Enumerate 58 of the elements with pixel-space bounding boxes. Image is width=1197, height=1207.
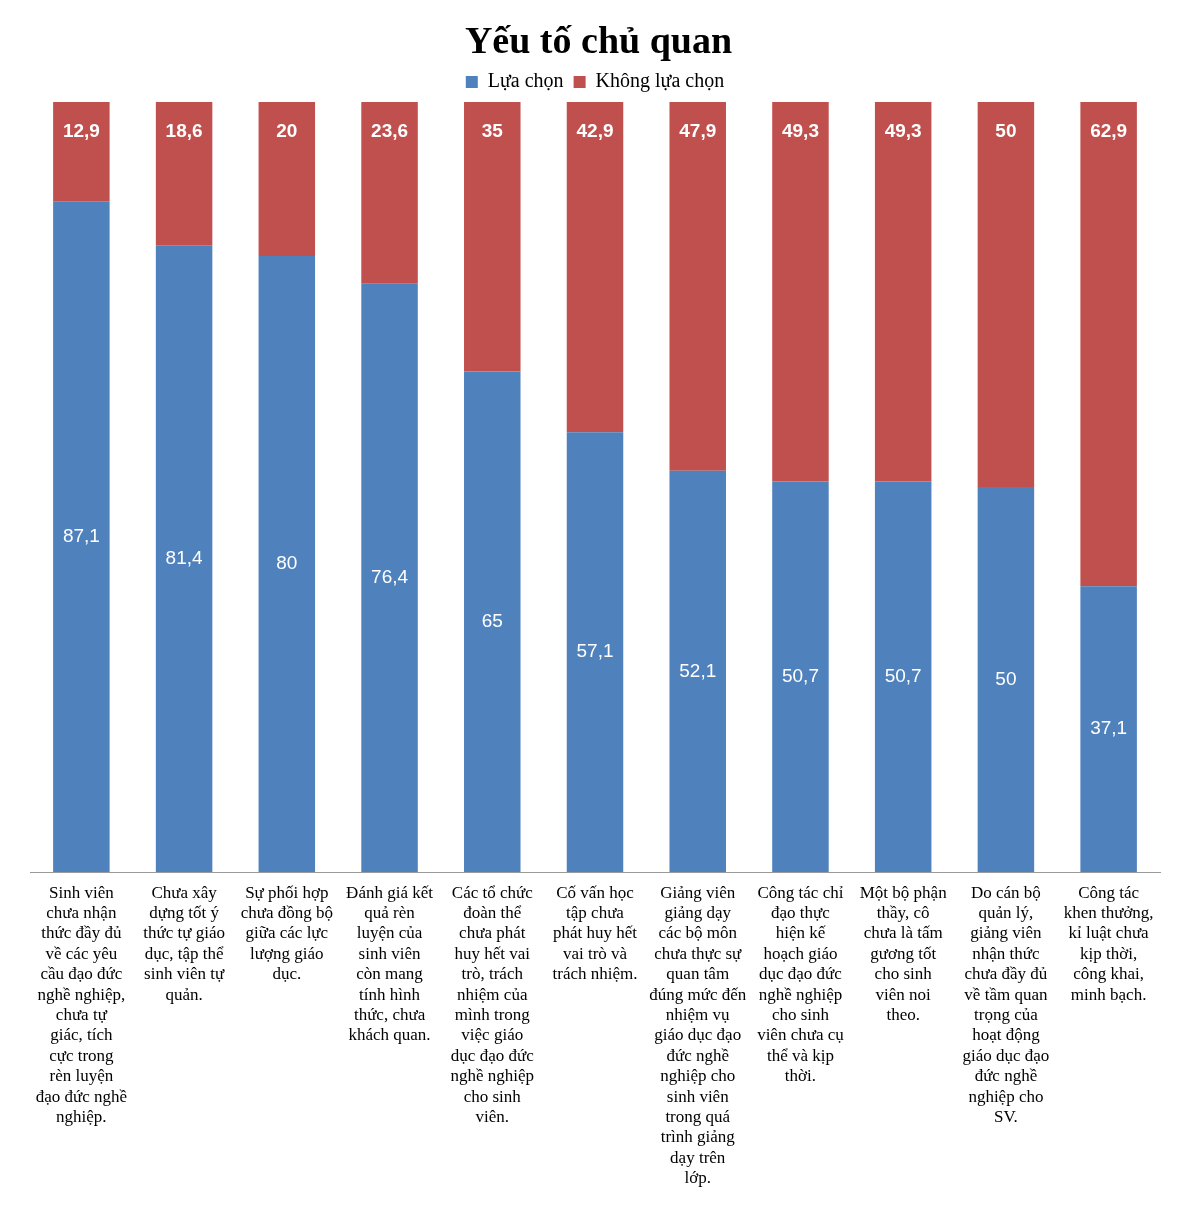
data-label: 49,3 <box>781 120 819 142</box>
bar <box>258 102 316 256</box>
legend-label: Lựa chọn <box>487 69 564 92</box>
bar <box>977 487 1035 872</box>
data-label: 12,9 <box>62 120 100 142</box>
x-tick-label: Một bộ phận thầy, cô chưa là tấm gương tốt cho sinh viên noi theo. <box>859 882 948 1025</box>
x-tick-label: Sự phối hợp chưa đồng bộ giữa các lực lượng giáo dục. <box>240 882 333 984</box>
bar <box>53 201 110 872</box>
data-label: 57,1 <box>576 640 614 662</box>
chart-title: Yếu tố chủ quan <box>463 18 734 62</box>
data-label: 50,7 <box>781 665 819 687</box>
data-label: 80 <box>276 552 298 574</box>
data-label: 20 <box>276 120 298 142</box>
bar <box>361 283 418 872</box>
bar <box>772 481 829 872</box>
data-label: 76,4 <box>371 566 409 588</box>
data-label: 65 <box>481 609 503 631</box>
bar <box>53 102 110 202</box>
data-label: 50 <box>995 667 1017 689</box>
data-label: 18,6 <box>165 120 203 142</box>
data-label: 37,1 <box>1090 717 1128 739</box>
bar <box>874 481 932 872</box>
data-label: 47,9 <box>679 120 717 142</box>
bar <box>566 102 624 433</box>
bar <box>361 102 418 284</box>
category-label: Sinh viên chưa nhận thức đầy đủ về các yêu cầu đạo đức nghề nghiệp, chưa tự giác, tích cực trong rèn luyện đạo đức nghề nghiệp. <box>35 882 128 1127</box>
x-tick-label: Chưa xây dựng tốt ý thức tự giáo dục, tập thể sinh viên tự quản. <box>143 882 225 1004</box>
bar <box>874 102 932 482</box>
data-label: 81,4 <box>165 546 204 568</box>
data-label: 35 <box>481 120 504 142</box>
data-label: 52,1 <box>679 659 717 681</box>
bar <box>155 245 213 872</box>
x-tick-label: Công tác khen thưởng, kỉ luật chưa kịp thời, công khai, minh bạch. <box>1063 882 1154 1004</box>
bar <box>464 102 521 372</box>
bar <box>1080 586 1137 872</box>
bar <box>155 102 213 246</box>
category-label: Công tác chỉ đạo thực hiện kế hoạch giáo dục đạo đức nghề nghiệp cho sinh viên chưa cụ thể và kịp thời. <box>757 882 844 1086</box>
data-label: 50 <box>995 120 1017 142</box>
data-label: 87,1 <box>62 524 100 546</box>
data-label: 49,3 <box>884 120 922 142</box>
bar <box>772 102 829 482</box>
bar <box>977 102 1035 487</box>
data-label: 50,7 <box>884 665 922 687</box>
bar <box>1080 102 1137 587</box>
category-label: Giảng viên giảng dạy các bộ môn chưa thực sự quan tâm đúng mức đến nhiệm vụ giáo dục đạo đức nghề nghiệp cho sinh viên trong quá trình giảng dạy trên lớp. <box>649 882 747 1188</box>
category-label: Các tổ chức đoàn thể chưa phát huy hết vai trò, trách nhiệm của mình trong việc giáo dục đạo đức nghề nghiệp cho sinh viên. <box>450 882 535 1127</box>
legend-label: Không lựa chọn <box>595 69 725 93</box>
bar <box>258 256 316 872</box>
data-label: 23,6 <box>371 120 409 142</box>
bar <box>669 470 726 872</box>
bar <box>669 102 726 471</box>
bar <box>464 371 521 872</box>
bar <box>566 432 624 872</box>
data-label: 42,9 <box>576 120 614 142</box>
x-tick-label: Cố vấn học tập chưa phát huy hết vai trò và trách nhiệm. <box>552 882 638 984</box>
x-tick-label: Đánh giá kết quả rèn luyện của sinh viên còn mang tính hình thức, chưa khách quan. <box>346 882 434 1045</box>
category-label: Do cán bộ quản lý, giảng viên nhận thức chưa đầy đủ về tầm quan trọng của hoạt động giáo dục đạo đức nghề nghiệp cho SV. <box>962 882 1050 1127</box>
data-label: 62,9 <box>1090 120 1128 142</box>
